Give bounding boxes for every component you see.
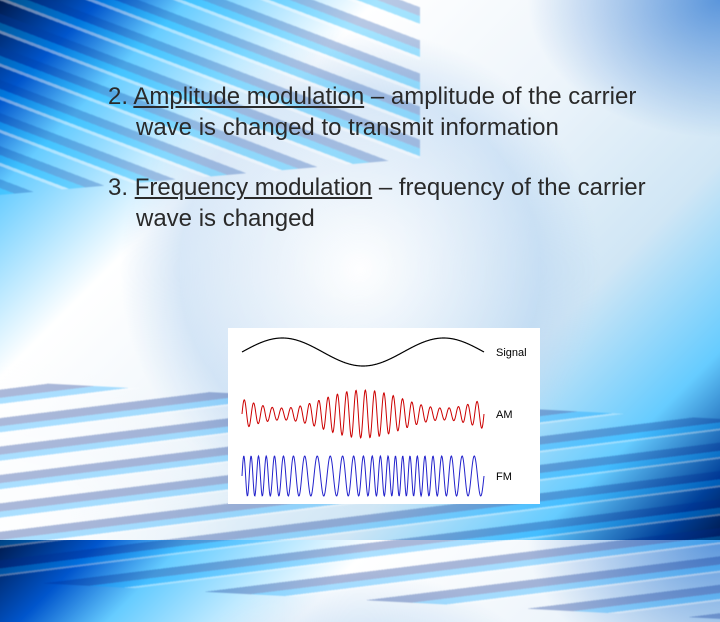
item-term: Frequency modulation [135, 174, 372, 201]
waveforms-svg: Signal AM FM [228, 328, 540, 504]
modulation-figure: Signal AM FM [228, 328, 540, 504]
slide-text: 2. Amplitude modulation – amplitude of t… [108, 82, 660, 265]
list-item: 2. Amplitude modulation – amplitude of t… [108, 82, 660, 143]
signal-wave [242, 338, 484, 366]
list-item: 3. Frequency modulation – frequency of t… [108, 173, 660, 234]
fm-wave [242, 456, 484, 496]
fm-label: FM [496, 471, 512, 483]
am-label: AM [496, 409, 513, 421]
signal-label: Signal [496, 347, 527, 359]
item-number: 3. [108, 174, 128, 201]
am-wave [242, 390, 484, 438]
item-term: Amplitude modulation [133, 83, 364, 110]
item-number: 2. [108, 83, 128, 110]
